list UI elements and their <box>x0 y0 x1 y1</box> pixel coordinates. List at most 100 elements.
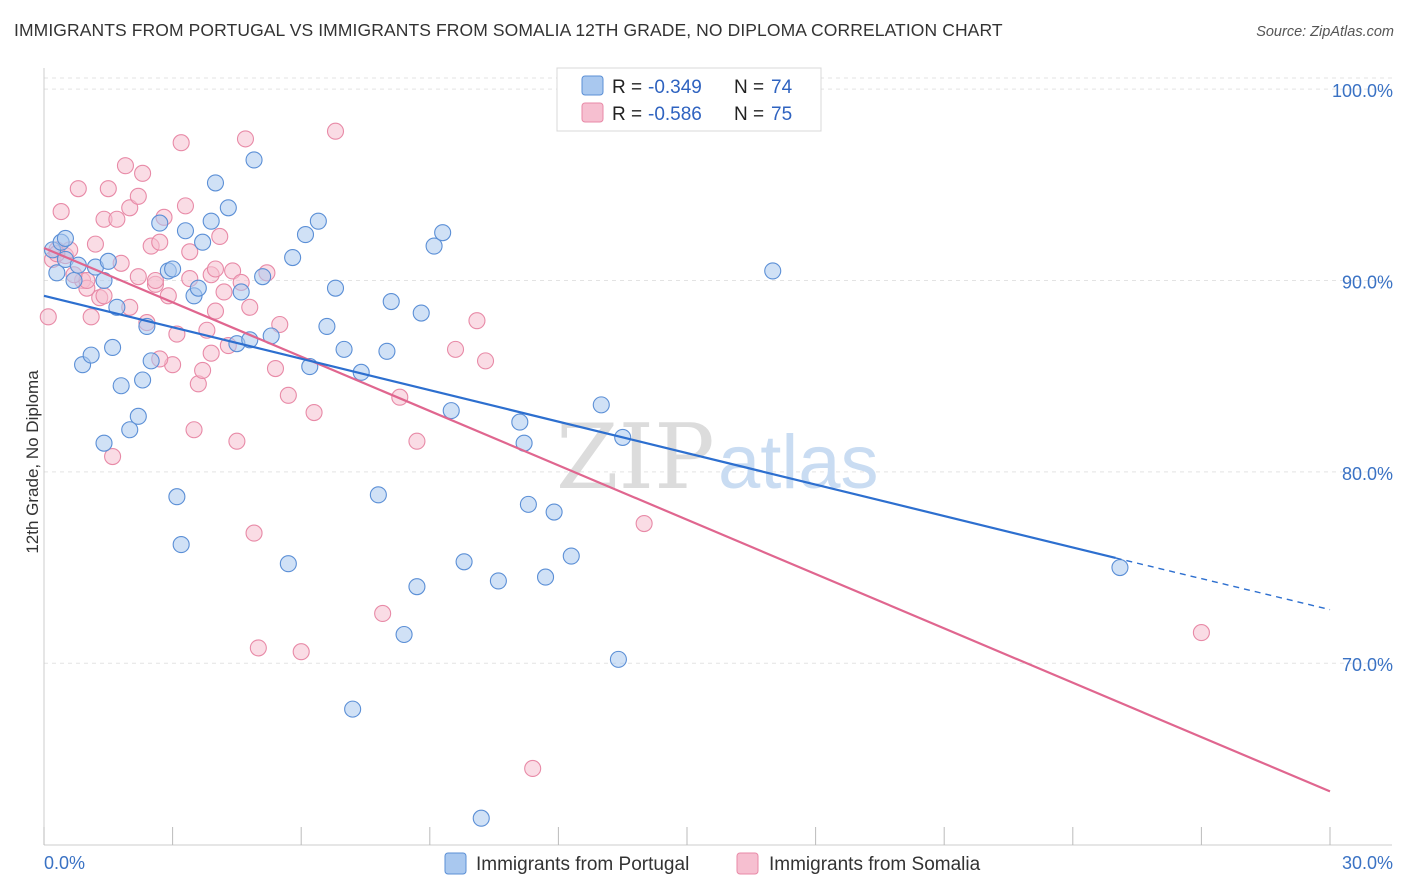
portugal-point-73 <box>1111 558 1129 577</box>
somalia-point-17 <box>116 157 134 175</box>
somalia-point-9 <box>82 308 100 326</box>
portugal-point-49 <box>369 486 387 504</box>
somalia-point-6 <box>69 180 87 198</box>
portugal-point-58 <box>455 553 473 571</box>
somalia-point-71 <box>129 268 147 286</box>
portugal-point-65 <box>545 503 563 521</box>
portugal-point-5 <box>65 271 83 290</box>
portugal-point-66 <box>562 547 580 565</box>
portugal-point-4 <box>56 229 74 247</box>
portugal-point-50 <box>378 342 396 360</box>
portugal-point-12 <box>104 338 122 357</box>
portugal-point-45 <box>326 279 345 297</box>
series-somalia-points <box>39 122 1210 778</box>
x-tick-label-min: 0.0% <box>44 853 85 873</box>
portugal-point-47 <box>344 700 362 718</box>
legend-somalia-swatch <box>581 102 604 123</box>
somalia-point-72 <box>146 271 165 290</box>
somalia-trendline <box>43 246 1331 793</box>
portugal-point-61 <box>511 413 529 431</box>
portugal-point-54 <box>412 304 430 322</box>
y-tick-labels: 70.0% 80.0% 90.0% 100.0% <box>1332 81 1393 675</box>
legend-portugal-n-label: N = <box>734 77 764 98</box>
portugal-point-20 <box>142 352 160 370</box>
watermark-atlas: atlas <box>718 420 879 505</box>
bottom-legend-portugal-label: Immigrants from Portugal <box>476 854 689 875</box>
portugal-point-63 <box>519 495 537 513</box>
y-tick-label-70: 70.0% <box>1342 655 1393 675</box>
bottom-legend-portugal-swatch <box>444 852 467 875</box>
correlation-legend: R = -0.349 N = 74 R = -0.586 N = 75 <box>556 67 822 132</box>
portugal-point-18 <box>134 371 152 389</box>
portugal-point-37 <box>254 268 272 286</box>
somalia-point-25 <box>151 233 169 251</box>
y-axis-label: 12th Grade, No Diploma <box>23 370 42 554</box>
portugal-point-13 <box>108 298 126 316</box>
portugal-point-26 <box>176 222 195 240</box>
portugal-point-41 <box>296 226 315 244</box>
somalia-point-13 <box>99 180 117 198</box>
somalia-point-70 <box>95 287 113 305</box>
somalia-point-53 <box>326 122 345 140</box>
somalia-point-15 <box>108 210 126 228</box>
legend-portugal-n-value: 74 <box>771 77 793 98</box>
legend-somalia-r-value: -0.586 <box>648 104 702 125</box>
portugal-point-64 <box>536 568 555 586</box>
portugal-point-60 <box>489 572 507 590</box>
somalia-point-60 <box>524 759 542 778</box>
somalia-point-30 <box>172 134 190 152</box>
portugal-point-36 <box>245 151 263 169</box>
portugal-point-57 <box>442 402 460 420</box>
somalia-point-38 <box>206 302 225 320</box>
portugal-point-29 <box>194 233 212 251</box>
watermark: ZIP atlas <box>556 405 879 510</box>
y-tick-label-90: 90.0% <box>1342 272 1393 292</box>
chart-title: IMMIGRANTS FROM PORTUGAL VS IMMIGRANTS F… <box>14 20 1003 40</box>
portugal-point-55 <box>425 237 443 255</box>
somalia-point-47 <box>249 639 267 657</box>
legend-somalia-n-value: 75 <box>771 104 792 125</box>
legend-somalia-n-label: N = <box>734 104 764 125</box>
portugal-point-59 <box>472 809 490 827</box>
legend-portugal-r-label: R = <box>612 77 642 98</box>
somalia-point-45 <box>236 130 255 148</box>
portugal-point-30 <box>202 212 220 230</box>
legend-portugal-swatch <box>581 75 604 96</box>
portugal-point-16 <box>121 421 139 439</box>
somalia-point-68 <box>279 386 297 404</box>
somalia-point-21 <box>134 164 152 182</box>
portugal-point-43 <box>309 212 327 230</box>
portugal-point-67 <box>592 396 610 414</box>
somalia-point-56 <box>408 432 426 450</box>
somalia-point-66 <box>206 260 225 278</box>
somalia-point-59 <box>476 352 495 370</box>
portugal-point-21 <box>151 214 169 232</box>
somalia-point-62 <box>1192 624 1210 642</box>
portugal-point-39 <box>279 555 297 573</box>
y-tick-label-80: 80.0% <box>1342 464 1393 484</box>
somalia-point-50 <box>271 315 289 334</box>
somalia-point-31 <box>176 197 195 215</box>
portugal-point-52 <box>395 625 413 644</box>
somalia-point-20 <box>129 187 147 205</box>
somalia-point-39 <box>211 227 229 246</box>
somalia-point-52 <box>305 403 323 422</box>
somalia-point-0 <box>39 308 57 326</box>
axes <box>43 68 1392 846</box>
portugal-point-1 <box>48 264 66 282</box>
portugal-point-8 <box>82 346 100 364</box>
somalia-point-33 <box>185 421 203 439</box>
somalia-point-67 <box>241 298 259 316</box>
portugal-point-34 <box>232 283 250 301</box>
portugal-point-11 <box>99 252 117 270</box>
portugal-point-25 <box>172 536 190 554</box>
somalia-point-57 <box>446 340 465 358</box>
somalia-point-14 <box>104 447 122 466</box>
bottom-legend-somalia-swatch <box>736 852 759 875</box>
portugal-point-24 <box>168 488 186 506</box>
legend-somalia-r-label: R = <box>612 104 642 125</box>
gridlines <box>44 77 1392 664</box>
somalia-point-42 <box>224 262 242 280</box>
watermark-zip: ZIP <box>556 405 715 510</box>
